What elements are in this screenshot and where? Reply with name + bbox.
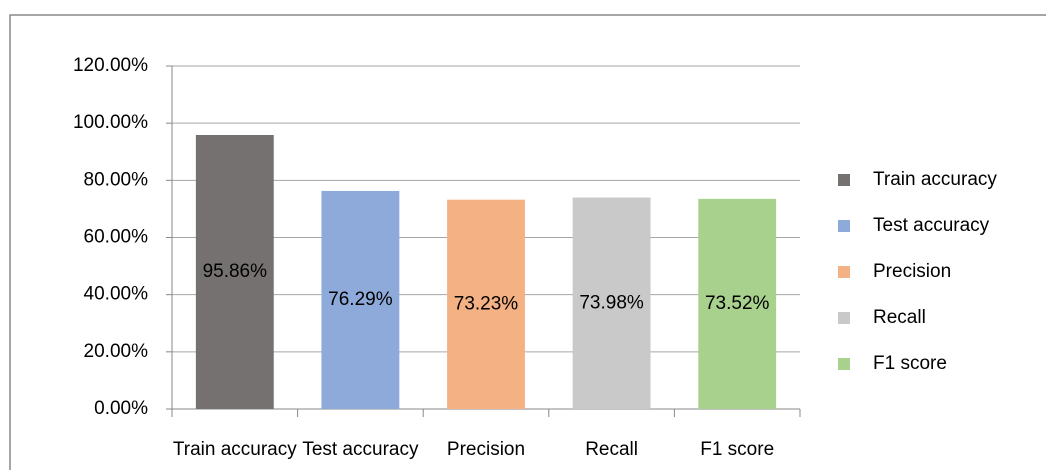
legend-label: Recall (873, 307, 926, 328)
data-label: 73.98% (579, 292, 644, 313)
y-tick-label: 60.00% (84, 227, 149, 248)
bar (698, 198, 777, 409)
legend-swatch (838, 266, 850, 278)
x-tick-label: Precision (447, 439, 525, 460)
data-label: 73.52% (705, 293, 770, 314)
legend-swatch (838, 358, 850, 370)
x-tick-label: Test accuracy (302, 439, 419, 460)
data-label: 95.86% (203, 261, 268, 282)
data-label: 76.29% (328, 289, 393, 310)
bar (447, 199, 525, 409)
x-tick-label: Train accuracy (173, 439, 297, 460)
y-tick-label: 40.00% (84, 284, 149, 305)
bar (195, 135, 274, 409)
y-tick-label: 100.00% (73, 112, 148, 133)
bar (321, 190, 400, 409)
y-tick-label: 0.00% (94, 398, 148, 419)
legend-label: Precision (873, 261, 951, 282)
legend-label: Train accuracy (873, 169, 997, 190)
legend-label: F1 score (873, 353, 947, 374)
x-tick-label: Recall (585, 439, 638, 460)
data-label: 73.23% (454, 293, 519, 314)
y-tick-label: 80.00% (84, 169, 149, 190)
legend-swatch (838, 312, 850, 324)
x-tick-label: F1 score (700, 439, 774, 460)
legend-swatch (838, 174, 850, 186)
bar (572, 197, 651, 409)
legend-label: Test accuracy (873, 215, 990, 236)
legend-swatch (838, 220, 850, 232)
y-tick-label: 120.00% (73, 55, 148, 76)
y-tick-label: 20.00% (84, 341, 149, 362)
chart-frame (9, 14, 1046, 470)
